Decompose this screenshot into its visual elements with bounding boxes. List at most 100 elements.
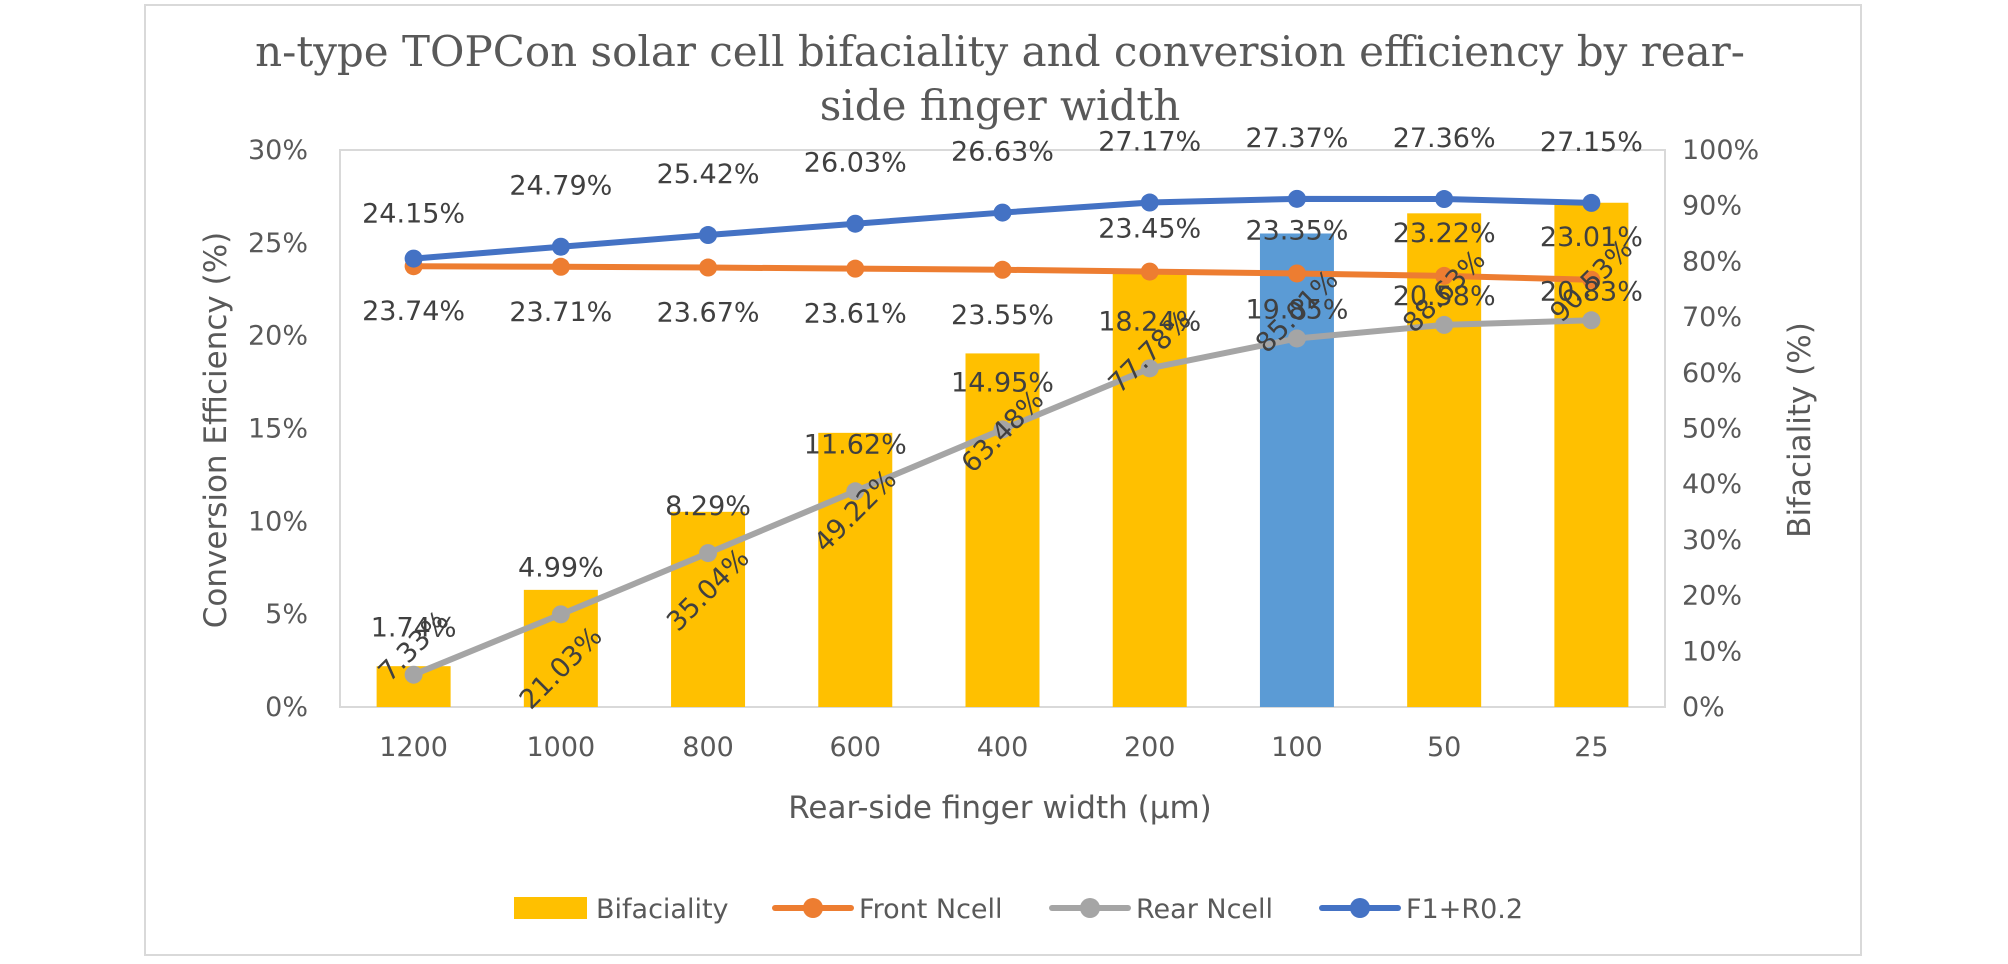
y-left-tick-label: 30% — [248, 135, 308, 166]
data-label-rear-ncell: 14.95% — [951, 367, 1054, 398]
data-label-rear-ncell: 11.62% — [804, 429, 907, 460]
y-right-tick-label: 50% — [1682, 414, 1742, 445]
data-label-rear-ncell: 4.99% — [518, 552, 604, 583]
marker-f1-r0-2 — [404, 249, 423, 268]
data-label-f1-r0-2: 24.79% — [509, 171, 612, 202]
marker-f1-r0-2 — [1435, 190, 1454, 209]
data-label-front-ncell: 23.55% — [951, 300, 1054, 331]
y-right-tick-label: 10% — [1682, 636, 1742, 667]
data-label-f1-r0-2: 27.17% — [1098, 127, 1201, 158]
y-right-tick-label: 90% — [1682, 191, 1742, 222]
data-label-front-ncell: 23.35% — [1245, 215, 1348, 246]
data-label-f1-r0-2: 27.15% — [1540, 127, 1643, 158]
legend-label-f1-r0-2: F1+R0.2 — [1406, 894, 1523, 925]
y-right-tick-label: 60% — [1682, 358, 1742, 389]
marker-rear-ncell — [846, 482, 865, 501]
plot-area: 0% 5% 10% 15% 20% 25% 30% 0% 10% 20% 30% 40% 50% 60% 7… — [248, 123, 1759, 763]
data-label-rear-ncell: 1.74% — [371, 613, 457, 644]
marker-rear-ncell — [551, 605, 570, 624]
data-label-f1-r0-2: 27.37% — [1245, 123, 1348, 154]
marker-front-ncell — [1582, 270, 1601, 289]
x-tick-label: 200 — [1124, 732, 1176, 763]
y-right-tick-label: 0% — [1682, 692, 1725, 723]
y-axis-right-label: Bifaciality (%) — [1782, 322, 1818, 538]
legend-marker-front-ncell — [803, 898, 823, 918]
x-tick-label: 600 — [830, 732, 882, 763]
data-label-front-ncell: 23.22% — [1393, 218, 1496, 249]
data-label-f1-r0-2: 27.36% — [1393, 123, 1496, 154]
bar-bifaciality — [965, 353, 1040, 707]
data-label-rear-ncell: 20.83% — [1540, 276, 1643, 307]
data-label-f1-r0-2: 24.15% — [362, 199, 465, 230]
data-label-front-ncell: 23.74% — [362, 296, 465, 327]
legend-label-front-ncell: Front Ncell — [859, 894, 1003, 925]
legend-label-bifaciality: Bifaciality — [596, 894, 729, 925]
y-right-tick-label: 70% — [1682, 302, 1742, 333]
x-tick-label: 400 — [977, 732, 1029, 763]
x-tick-label: 800 — [682, 732, 734, 763]
legend-marker-rear-ncell — [1080, 898, 1100, 918]
data-label-rear-ncell: 20.58% — [1393, 281, 1496, 312]
x-tick-label: 100 — [1271, 732, 1323, 763]
marker-front-ncell — [551, 257, 570, 276]
marker-rear-ncell — [1582, 311, 1601, 330]
legend-marker-f1-r0-2 — [1350, 898, 1370, 918]
marker-rear-ncell — [699, 544, 718, 563]
y-right-tick-label: 20% — [1682, 581, 1742, 612]
data-label-rear-ncell: 8.29% — [665, 491, 751, 522]
y-left-tick-label: 25% — [248, 228, 308, 259]
y-left-tick-label: 20% — [248, 321, 308, 352]
data-label-f1-r0-2: 26.03% — [804, 148, 907, 179]
legend-swatch-bifaciality — [514, 897, 587, 919]
data-label-front-ncell: 23.01% — [1540, 222, 1643, 253]
data-label-f1-r0-2: 25.42% — [657, 159, 760, 190]
data-label-front-ncell: 23.67% — [657, 298, 760, 329]
y-right-tick-label: 100% — [1682, 135, 1759, 166]
x-axis-label: Rear-side finger width (μm) — [788, 790, 1211, 826]
data-label-front-ncell: 23.61% — [804, 299, 907, 330]
y-right-tick-label: 80% — [1682, 246, 1742, 277]
x-tick-label: 25 — [1574, 732, 1608, 763]
marker-f1-r0-2 — [699, 226, 718, 245]
chart-title-line2: side finger width — [820, 81, 1181, 130]
marker-front-ncell — [993, 260, 1012, 279]
x-tick-label: 1200 — [379, 732, 448, 763]
y-left-tick-label: 0% — [265, 692, 308, 723]
marker-front-ncell — [1435, 266, 1454, 285]
data-label-f1-r0-2: 26.63% — [951, 137, 1054, 168]
y-left-tick-label: 15% — [248, 414, 308, 445]
marker-rear-ncell — [404, 665, 423, 684]
data-label-front-ncell: 23.71% — [509, 297, 612, 328]
marker-front-ncell — [699, 258, 718, 277]
marker-rear-ncell — [1435, 315, 1454, 334]
data-label-front-ncell: 23.45% — [1098, 214, 1201, 245]
marker-front-ncell — [846, 259, 865, 278]
x-tick-label: 50 — [1427, 732, 1461, 763]
marker-rear-ncell — [993, 420, 1012, 439]
y-left-tick-label: 10% — [248, 506, 308, 537]
marker-f1-r0-2 — [846, 214, 865, 233]
bar-bifaciality — [1259, 233, 1334, 707]
y-right-tick-label: 30% — [1682, 525, 1742, 556]
marker-f1-r0-2 — [551, 237, 570, 256]
legend: Bifaciality Front Ncell Rear Ncell F1+R0.2 — [514, 894, 1523, 925]
marker-f1-r0-2 — [993, 203, 1012, 222]
marker-f1-r0-2 — [1287, 189, 1306, 208]
marker-rear-ncell — [1287, 329, 1306, 348]
marker-rear-ncell — [1140, 359, 1159, 378]
x-tick-label: 1000 — [526, 732, 595, 763]
y-left-tick-label: 5% — [265, 599, 308, 630]
data-label-rear-ncell: 19.85% — [1245, 294, 1348, 325]
chart-title-line1: n-type TOPCon solar cell bifaciality and… — [255, 27, 1745, 76]
data-label-rear-ncell: 18.24% — [1098, 306, 1201, 337]
bar-bifaciality — [1407, 213, 1482, 707]
y-axis-left-label: Conversion Efficiency (%) — [198, 232, 234, 628]
bar-bifaciality — [1112, 273, 1187, 707]
marker-front-ncell — [1140, 262, 1159, 281]
y-right-tick-label: 40% — [1682, 469, 1742, 500]
marker-f1-r0-2 — [1582, 193, 1601, 212]
legend-label-rear-ncell: Rear Ncell — [1136, 894, 1273, 925]
marker-f1-r0-2 — [1140, 193, 1159, 212]
marker-front-ncell — [1287, 264, 1306, 283]
